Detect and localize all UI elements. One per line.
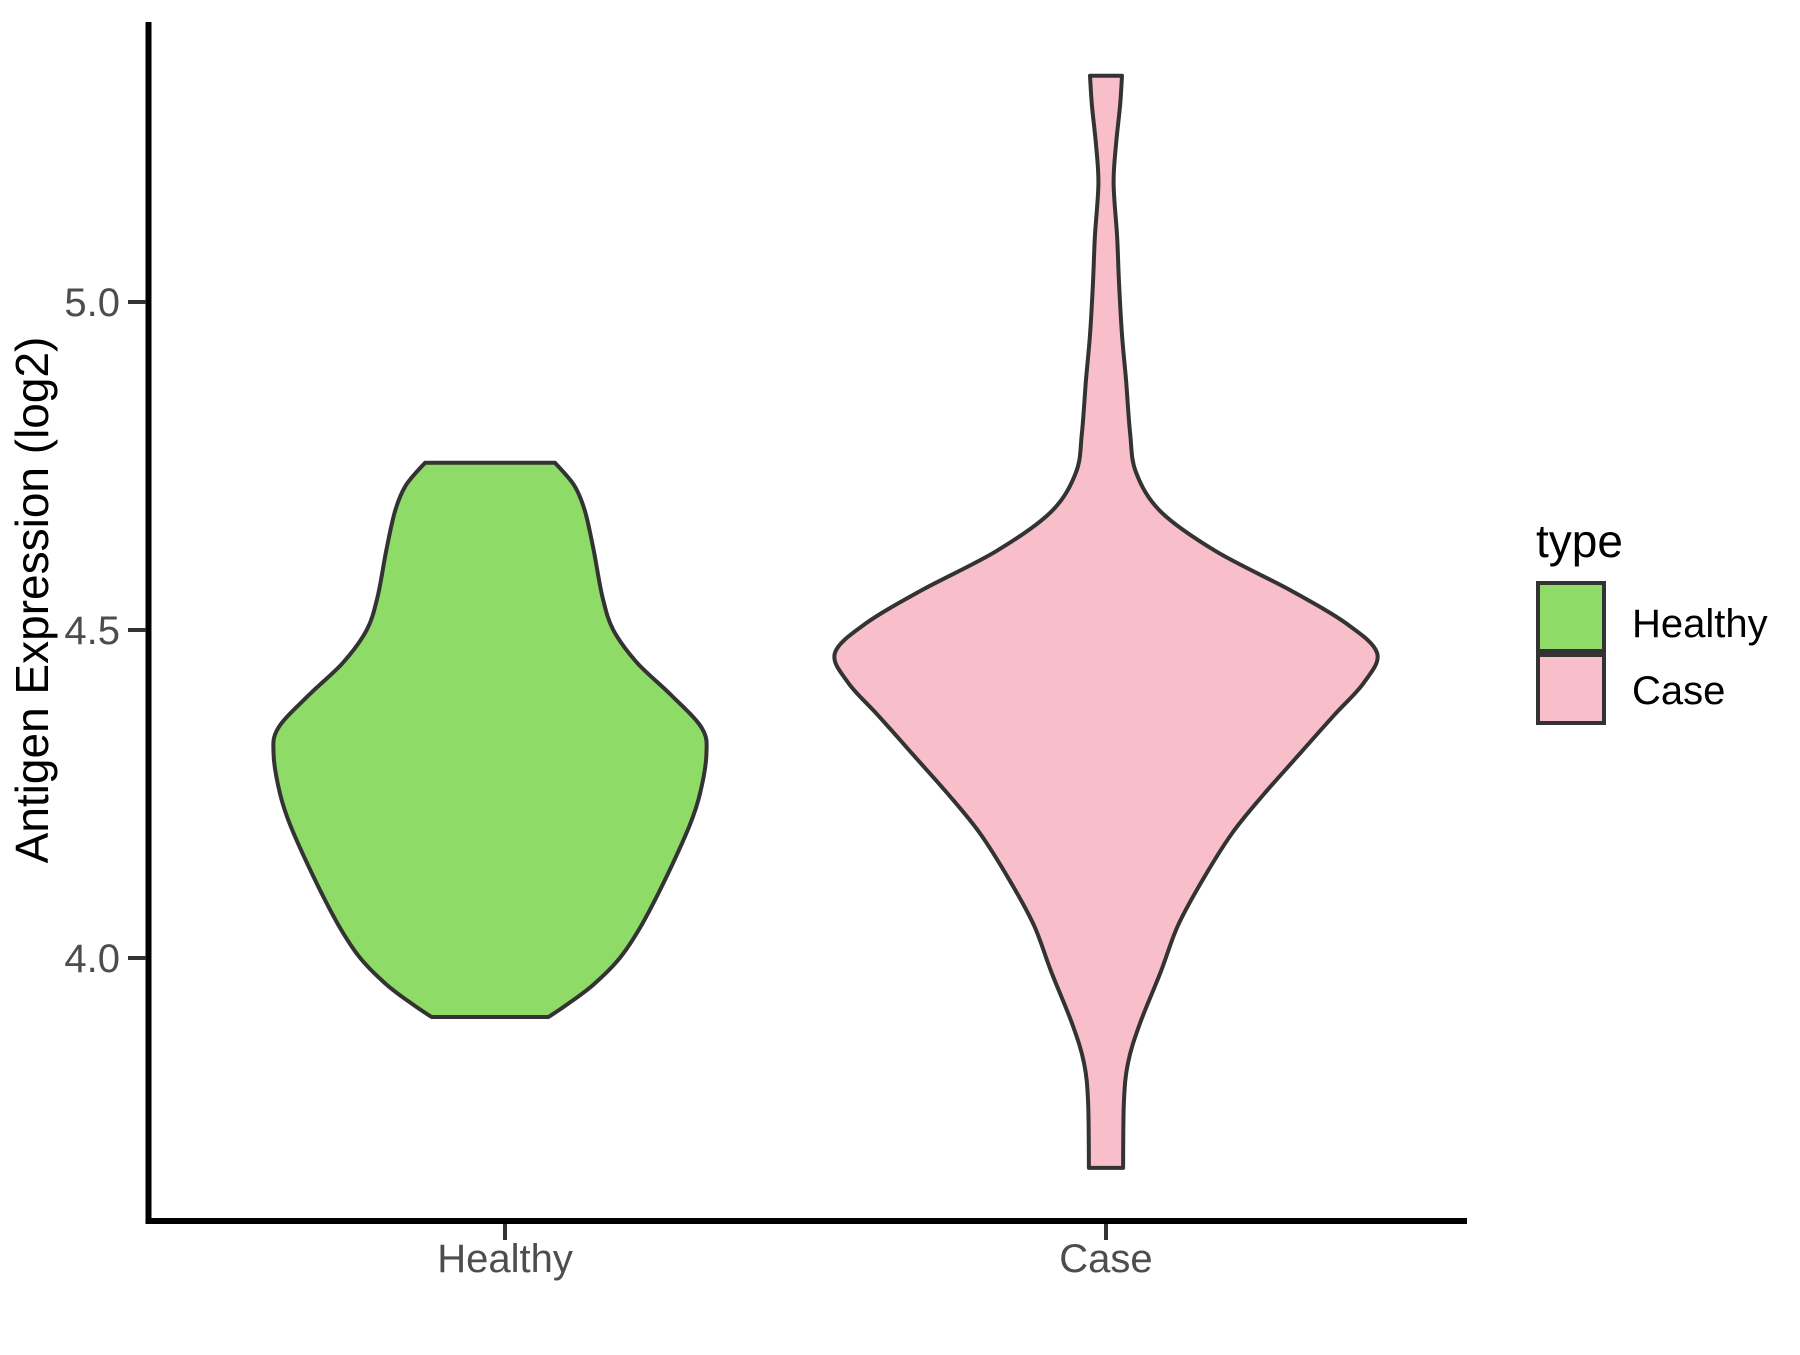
legend-key-case-swatch	[1536, 653, 1606, 725]
y-tick-label-4-0: 4.0	[64, 937, 120, 981]
x-tick-label-case: Case	[1059, 1237, 1152, 1281]
y-tick-label-4-5: 4.5	[64, 609, 120, 653]
legend-label-case: Case	[1632, 669, 1725, 713]
violin-healthy	[271, 460, 709, 1019]
violin-case	[832, 73, 1380, 1170]
legend-key-healthy-swatch	[1536, 581, 1606, 653]
legend-title: type	[1536, 515, 1623, 567]
y-tick-label-5-0: 5.0	[64, 281, 120, 325]
legend: type Healthy Case	[1536, 515, 1768, 725]
x-tick-label-healthy: Healthy	[437, 1237, 573, 1281]
y-axis-title: Antigen Expression (log2)	[6, 337, 58, 864]
legend-label-healthy: Healthy	[1632, 602, 1768, 646]
